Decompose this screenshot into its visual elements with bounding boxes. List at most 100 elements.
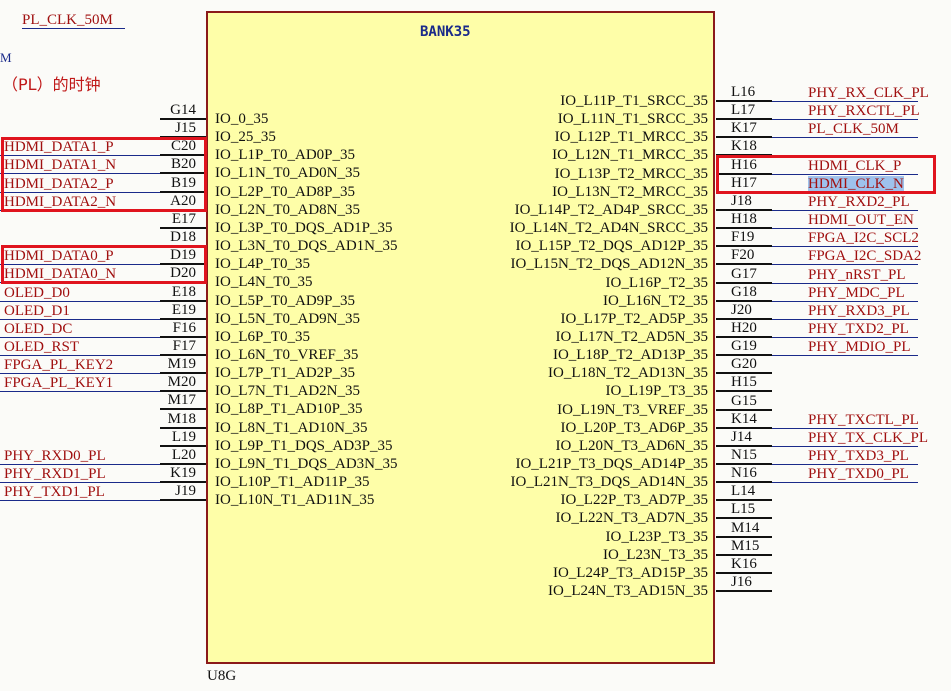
net-label-oled-d0[interactable]: OLED_D0 — [4, 285, 70, 301]
pin-wire-m18 — [160, 427, 206, 429]
pin-number-k18: K18 — [731, 138, 757, 154]
pin-name-n15: IO_L21P_T3_DQS_AD14P_35 — [515, 456, 708, 472]
net-label-phy-nrst-pl[interactable]: PHY_nRST_PL — [808, 267, 906, 283]
net-line-f19 — [772, 246, 918, 247]
pin-number-h20: H20 — [731, 320, 757, 336]
net-label-phy-txctl-pl[interactable]: PHY_TXCTL_PL — [808, 412, 919, 428]
pin-wire-l17 — [716, 118, 772, 120]
net-label-hdmi-clk-n[interactable]: HDMI_CLK_N — [808, 176, 904, 192]
net-label-phy-rxctl-pl[interactable]: PHY_RXCTL_PL — [808, 103, 920, 119]
net-label-oled-d1[interactable]: OLED_D1 — [4, 303, 70, 319]
net-label-phy-txd0-pl[interactable]: PHY_TXD0_PL — [808, 466, 909, 482]
annotation-text: （PL）的时钟 — [2, 75, 101, 94]
pin-name-f19: IO_L15P_T2_DQS_AD12P_35 — [515, 238, 708, 254]
pin-wire-g18 — [716, 300, 772, 302]
net-label-phy-mdc-pl[interactable]: PHY_MDC_PL — [808, 285, 905, 301]
pin-name-g18: IO_L16N_T2_35 — [603, 293, 708, 309]
pin-number-d18: D18 — [170, 229, 196, 245]
pin-number-m15: M15 — [731, 538, 760, 554]
net-label-phy-txd1-pl[interactable]: PHY_TXD1_PL — [4, 484, 105, 500]
pin-wire-h16 — [716, 173, 772, 175]
pin-name-k17: IO_L12P_T1_MRCC_35 — [554, 129, 708, 145]
net-line-h20 — [772, 337, 918, 338]
pin-number-l16: L16 — [731, 84, 756, 100]
net-label-hdmi-data1-n[interactable]: HDMI_DATA1_N — [4, 157, 117, 173]
pin-wire-k14 — [716, 427, 772, 429]
net-label-hdmi-data2-p[interactable]: HDMI_DATA2_P — [4, 176, 114, 192]
pin-wire-f19 — [716, 245, 772, 247]
pin-name-l17: IO_L11N_T1_SRCC_35 — [557, 111, 708, 127]
pin-number-m18: M18 — [167, 411, 196, 427]
pin-number-g20: G20 — [731, 356, 757, 372]
pin-name-j18: IO_L14P_T2_AD4P_SRCC_35 — [514, 202, 708, 218]
pin-wire-d19 — [160, 263, 206, 265]
net-label-hdmi-data1-p[interactable]: HDMI_DATA1_P — [4, 139, 114, 155]
net-label-phy-tx-clk-pl[interactable]: PHY_TX_CLK_PL — [808, 430, 929, 446]
pin-number-l17: L17 — [731, 102, 756, 118]
net-line-c20 — [0, 155, 160, 156]
pin-wire-h18 — [716, 227, 772, 229]
net-label-phy-rxd1-pl[interactable]: PHY_RXD1_PL — [4, 466, 106, 482]
net-label-fpga-i2c-sda2[interactable]: FPGA_I2C_SDA2 — [808, 248, 922, 264]
pin-number-h16: H16 — [731, 157, 757, 173]
net-label-fpga-pl-key1[interactable]: FPGA_PL_KEY1 — [4, 375, 114, 391]
pin-name-h18: IO_L14N_T2_AD4N_SRCC_35 — [509, 220, 708, 236]
net-label-phy-txd3-pl[interactable]: PHY_TXD3_PL — [808, 448, 909, 464]
pin-name-m18: IO_L8N_T1_AD10N_35 — [215, 420, 368, 436]
pin-name-l20: IO_L9N_T1_DQS_AD3N_35 — [215, 456, 398, 472]
net-line-j18 — [772, 210, 918, 211]
net-label-phy-txd2-pl[interactable]: PHY_TXD2_PL — [808, 321, 909, 337]
net-label-hdmi-out-en[interactable]: HDMI_OUT_EN — [808, 212, 914, 228]
pin-number-f16: F16 — [172, 320, 196, 336]
component-title: BANK35 — [420, 24, 471, 40]
net-line-n16 — [772, 482, 918, 483]
net-label-phy-rxd3-pl[interactable]: PHY_RXD3_PL — [808, 303, 910, 319]
net-label-oled-dc[interactable]: OLED_DC — [4, 321, 73, 337]
net-line-k19 — [0, 482, 160, 483]
component-bank35[interactable] — [206, 11, 715, 664]
pin-name-k16: IO_L24P_T3_AD15P_35 — [552, 565, 708, 581]
net-label-hdmi-clk-p[interactable]: HDMI_CLK_P — [808, 158, 902, 174]
pin-name-f17: IO_L6N_T0_VREF_35 — [215, 347, 359, 363]
pin-number-g15: G15 — [731, 393, 757, 409]
pin-wire-l14 — [716, 499, 772, 501]
pin-name-m14: IO_L23P_T3_35 — [605, 529, 709, 545]
net-line-m20 — [0, 391, 160, 392]
pin-number-h17: H17 — [731, 175, 757, 191]
pin-wire-j19 — [160, 499, 206, 501]
net-label-phy-rxd2-pl[interactable]: PHY_RXD2_PL — [808, 194, 910, 210]
net-line-b20 — [0, 173, 160, 174]
net-line-k14 — [772, 428, 918, 429]
pin-number-f20: F20 — [731, 247, 755, 263]
pin-name-f20: IO_L15N_T2_DQS_AD12N_35 — [510, 256, 709, 272]
pin-name-e19: IO_L5N_T0_AD9N_35 — [215, 311, 360, 327]
net-label-hdmi-data0-p[interactable]: HDMI_DATA0_P — [4, 248, 114, 264]
pin-number-b19: B19 — [170, 175, 196, 191]
net-line-f17 — [0, 355, 160, 356]
net-label-fpga-i2c-scl2[interactable]: FPGA_I2C_SCL2 — [808, 230, 919, 246]
net-label-hdmi-data2-n[interactable]: HDMI_DATA2_N — [4, 194, 117, 210]
pin-name-k18: IO_L12N_T1_MRCC_35 — [552, 147, 708, 163]
pin-number-j16: J16 — [731, 574, 752, 590]
pin-name-f16: IO_L6P_T0_35 — [215, 329, 310, 345]
pin-wire-g17 — [716, 282, 772, 284]
net-label-hdmi-data0-n[interactable]: HDMI_DATA0_N — [4, 266, 117, 282]
net-line-g19 — [772, 355, 918, 356]
net-label-pl-clk-50m[interactable]: PL_CLK_50M — [808, 121, 899, 137]
pin-name-g20: IO_L18N_T2_AD13N_35 — [548, 365, 708, 381]
net-label-oled-rst[interactable]: OLED_RST — [4, 339, 79, 355]
net-label-phy-rx-clk-pl[interactable]: PHY_RX_CLK_PL — [808, 85, 929, 101]
pin-wire-e18 — [160, 300, 206, 302]
net-line-l17 — [772, 119, 918, 120]
pin-number-h18: H18 — [731, 211, 757, 227]
pin-name-d19: IO_L4P_T0_35 — [215, 256, 310, 272]
pin-wire-b19 — [160, 191, 206, 193]
pin-number-m17: M17 — [167, 392, 196, 408]
net-label-fpga-pl-key2[interactable]: FPGA_PL_KEY2 — [4, 357, 114, 373]
net-fragment: M — [0, 50, 12, 65]
pin-number-m20: M20 — [167, 374, 196, 390]
pin-wire-g15 — [716, 409, 772, 411]
net-label-pl-clk-top[interactable]: PL_CLK_50M — [22, 12, 113, 28]
net-label-phy-rxd0-pl[interactable]: PHY_RXD0_PL — [4, 448, 106, 464]
net-label-phy-mdio-pl[interactable]: PHY_MDIO_PL — [808, 339, 911, 355]
